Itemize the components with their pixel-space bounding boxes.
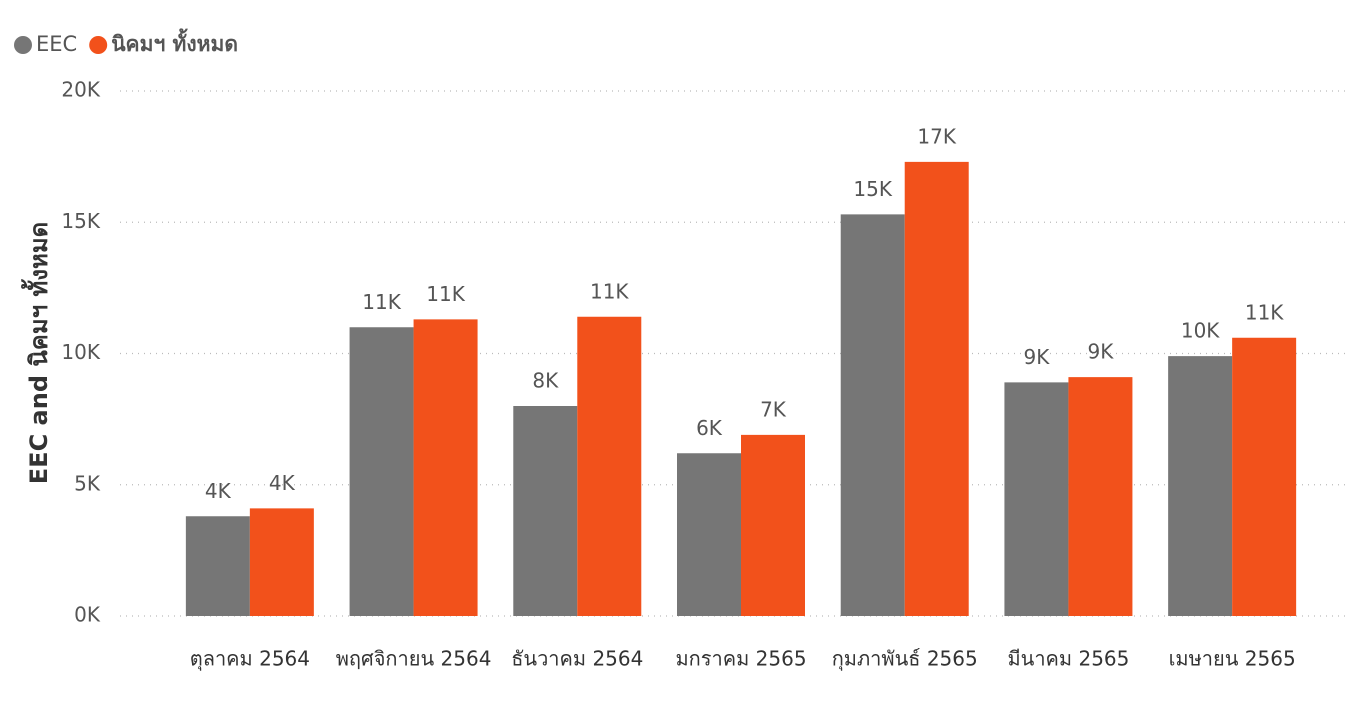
legend-marker (89, 36, 108, 54)
x-tick-label: ตุลาคม 2564 (190, 647, 310, 672)
x-tick-label: มีนาคม 2565 (1007, 647, 1129, 671)
data-label: 9K (1024, 345, 1051, 369)
data-label: 11K (426, 282, 465, 306)
bar (513, 406, 578, 616)
x-tick-label: เมษายน 2565 (1169, 647, 1296, 671)
y-tick-label: 20K (61, 78, 100, 102)
data-label: 11K (362, 290, 401, 314)
legend-marker (14, 36, 32, 54)
bar (349, 327, 414, 616)
x-tick-label: กุมภาพันธ์ 2565 (832, 647, 978, 672)
x-tick-label: ธันวาคม 2564 (511, 647, 643, 671)
bar (1232, 337, 1297, 616)
data-label: 7K (760, 397, 787, 421)
data-label: 4K (205, 479, 232, 503)
y-tick-label: 10K (61, 340, 100, 364)
y-tick-label: 5K (74, 471, 101, 495)
x-tick-label: มกราคม 2565 (675, 647, 806, 671)
bar (1004, 382, 1069, 616)
data-label: 4K (269, 471, 296, 495)
x-tick-label: พฤศจิกายน 2564 (336, 647, 492, 671)
data-label: 10K (1181, 319, 1220, 343)
bar (577, 316, 642, 616)
legend-label: นิคมฯ ทั้งหมด (111, 28, 238, 56)
bar (677, 453, 741, 616)
y-axis-label: EEC and นิคมฯ ทั้งหมด (20, 222, 53, 484)
data-label: 11K (1245, 300, 1284, 324)
legend-label: EEC (36, 32, 77, 56)
data-label: 8K (532, 369, 559, 393)
data-label: 17K (917, 124, 956, 148)
bar (185, 516, 250, 616)
data-label: 6K (696, 416, 723, 440)
bar (741, 434, 805, 616)
bar (904, 161, 969, 616)
bar (1168, 356, 1233, 616)
bar (840, 214, 905, 616)
y-tick-label: 0K (74, 603, 101, 627)
bar (249, 508, 314, 616)
bar (413, 319, 478, 616)
bar (1068, 377, 1133, 616)
data-label: 11K (590, 279, 629, 303)
data-label: 15K (853, 177, 892, 201)
data-label: 9K (1088, 340, 1115, 364)
y-tick-label: 15K (61, 209, 100, 233)
